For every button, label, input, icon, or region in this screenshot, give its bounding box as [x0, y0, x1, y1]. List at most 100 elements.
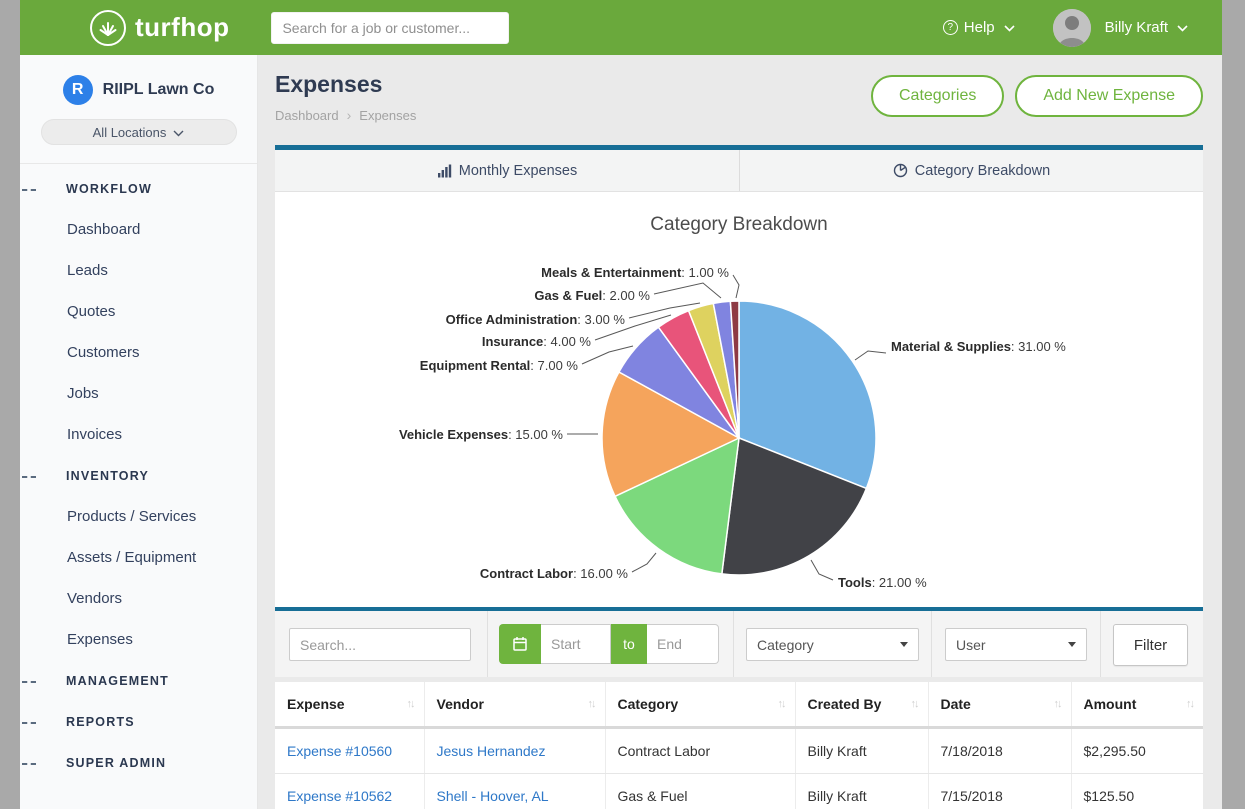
- sidebar-section-reports[interactable]: REPORTS: [20, 701, 257, 742]
- chevron-down-icon: [1004, 19, 1015, 36]
- sidebar-section-workflow[interactable]: WORKFLOW: [20, 168, 257, 209]
- help-icon: ?: [943, 20, 958, 35]
- pie-chart-icon: [893, 163, 908, 178]
- sort-icon: ↑↓: [1186, 698, 1193, 710]
- header-right: ? Help Billy Kraft: [943, 9, 1188, 47]
- sidebar-item-leads[interactable]: Leads: [20, 250, 257, 291]
- sidebar-item-assets-equipment[interactable]: Assets / Equipment: [20, 537, 257, 578]
- sidebar-section-management[interactable]: MANAGEMENT: [20, 660, 257, 701]
- expense-link[interactable]: Expense #10560: [287, 743, 392, 759]
- chevron-down-icon: [173, 125, 184, 140]
- bar-chart-icon: [437, 164, 452, 178]
- date-end-input[interactable]: [647, 624, 719, 664]
- filter-button[interactable]: Filter: [1113, 624, 1188, 666]
- brand-name: turfhop: [135, 12, 229, 43]
- section-dash-icon: [22, 189, 36, 191]
- column-header-category[interactable]: Category↑↓: [605, 682, 795, 727]
- pie-label-equipment-rental: Equipment Rental: 7.00 %: [420, 358, 578, 373]
- company-header: R RIIPL Lawn Co All Locations: [20, 55, 257, 164]
- column-header-created-by[interactable]: Created By↑↓: [795, 682, 928, 727]
- expense-link[interactable]: Expense #10562: [287, 788, 392, 804]
- sidebar-item-vendors[interactable]: Vendors: [20, 578, 257, 619]
- sidebar: R RIIPL Lawn Co All Locations WORKFLOW D…: [20, 55, 258, 809]
- breadcrumb-dashboard[interactable]: Dashboard: [275, 108, 339, 123]
- tab-monthly-expenses[interactable]: Monthly Expenses: [275, 150, 739, 191]
- category-cell: Gas & Fuel: [605, 773, 795, 809]
- sort-icon: ↑↓: [778, 698, 785, 710]
- company-name: RIIPL Lawn Co: [103, 81, 215, 99]
- sidebar-item-customers[interactable]: Customers: [20, 332, 257, 373]
- table-header-row: Expense↑↓ Vendor↑↓ Category↑↓ Created By…: [275, 682, 1203, 727]
- vendor-link[interactable]: Shell - Hoover, AL: [437, 788, 549, 804]
- created-by-cell: Billy Kraft: [795, 727, 928, 773]
- sidebar-item-dashboard[interactable]: Dashboard: [20, 209, 257, 250]
- sidebar-section-super-admin[interactable]: SUPER ADMIN: [20, 742, 257, 783]
- company-avatar: R: [63, 75, 93, 105]
- pie-label-material-supplies: Material & Supplies: 31.00 %: [891, 339, 1066, 354]
- section-dash-icon: [22, 763, 36, 765]
- amount-cell: $125.50: [1071, 773, 1203, 809]
- date-start-input[interactable]: [541, 624, 611, 664]
- tab-category-breakdown[interactable]: Category Breakdown: [739, 150, 1203, 191]
- table-row: Expense #10560 Jesus Hernandez Contract …: [275, 727, 1203, 773]
- chart-tabs: Monthly Expenses Category Breakdown: [275, 145, 1203, 192]
- breadcrumb-separator: ›: [347, 107, 352, 123]
- pie-label-insurance: Insurance: 4.00 %: [482, 334, 591, 349]
- sort-icon: ↑↓: [407, 698, 414, 710]
- sidebar-item-invoices[interactable]: Invoices: [20, 414, 257, 455]
- calendar-button[interactable]: [499, 624, 541, 664]
- user-avatar[interactable]: [1053, 9, 1091, 47]
- breadcrumb-expenses: Expenses: [359, 108, 416, 123]
- chart-panel: Category Breakdown Meals & Entertainment…: [275, 192, 1203, 607]
- expenses-table: Expense↑↓ Vendor↑↓ Category↑↓ Created By…: [275, 682, 1203, 809]
- pie-label-meals: Meals & Entertainment: 1.00 %: [541, 265, 729, 280]
- location-selector[interactable]: All Locations: [41, 119, 237, 145]
- main-content: Expenses Dashboard › Expenses Categories…: [258, 55, 1222, 809]
- sort-icon: ↑↓: [1054, 698, 1061, 710]
- add-new-expense-button[interactable]: Add New Expense: [1015, 75, 1203, 117]
- pie-label-office-admin: Office Administration: 3.00 %: [446, 312, 625, 327]
- section-dash-icon: [22, 681, 36, 683]
- category-cell: Contract Labor: [605, 727, 795, 773]
- sidebar-nav: WORKFLOW Dashboard Leads Quotes Customer…: [20, 168, 257, 783]
- chevron-down-icon[interactable]: [1177, 19, 1188, 37]
- column-header-vendor[interactable]: Vendor↑↓: [424, 682, 605, 727]
- column-header-expense[interactable]: Expense↑↓: [275, 682, 424, 727]
- category-select[interactable]: Category: [746, 628, 919, 661]
- date-range-picker: to: [499, 624, 719, 664]
- dropdown-arrow-icon: [900, 642, 908, 647]
- section-dash-icon: [22, 722, 36, 724]
- created-by-cell: Billy Kraft: [795, 773, 928, 809]
- pie-label-contract-labor: Contract Labor: 16.00 %: [480, 566, 628, 581]
- sidebar-section-inventory[interactable]: INVENTORY: [20, 455, 257, 496]
- date-cell: 7/15/2018: [928, 773, 1071, 809]
- pie-label-gas-fuel: Gas & Fuel: 2.00 %: [534, 288, 650, 303]
- pie-label-tools: Tools: 21.00 %: [838, 575, 927, 590]
- global-search-input[interactable]: [271, 12, 509, 44]
- dropdown-arrow-icon: [1068, 642, 1076, 647]
- sort-icon: ↑↓: [588, 698, 595, 710]
- amount-cell: $2,295.50: [1071, 727, 1203, 773]
- user-menu[interactable]: Billy Kraft: [1105, 19, 1168, 36]
- pie-label-vehicle-expenses: Vehicle Expenses: 15.00 %: [399, 427, 563, 442]
- top-header: turfhop ? Help Billy Kraft: [20, 0, 1222, 55]
- categories-button[interactable]: Categories: [871, 75, 1004, 117]
- sort-icon: ↑↓: [911, 698, 918, 710]
- sidebar-item-quotes[interactable]: Quotes: [20, 291, 257, 332]
- help-menu[interactable]: ? Help: [943, 19, 1015, 36]
- vendor-link[interactable]: Jesus Hernandez: [437, 743, 546, 759]
- sidebar-item-jobs[interactable]: Jobs: [20, 373, 257, 414]
- user-select[interactable]: User: [945, 628, 1087, 661]
- filter-bar: to Category User Filter: [275, 611, 1203, 677]
- column-header-amount[interactable]: Amount↑↓: [1071, 682, 1203, 727]
- date-to-label: to: [611, 624, 647, 664]
- table-search-input[interactable]: [289, 628, 471, 661]
- page-actions: Categories Add New Expense: [860, 75, 1203, 117]
- sidebar-item-expenses[interactable]: Expenses: [20, 619, 257, 660]
- column-header-date[interactable]: Date↑↓: [928, 682, 1071, 727]
- brand-logo[interactable]: turfhop: [90, 10, 229, 46]
- pie-chart: [275, 192, 1203, 607]
- grass-logo-icon: [90, 10, 126, 46]
- sidebar-item-products-services[interactable]: Products / Services: [20, 496, 257, 537]
- table-row: Expense #10562 Shell - Hoover, AL Gas & …: [275, 773, 1203, 809]
